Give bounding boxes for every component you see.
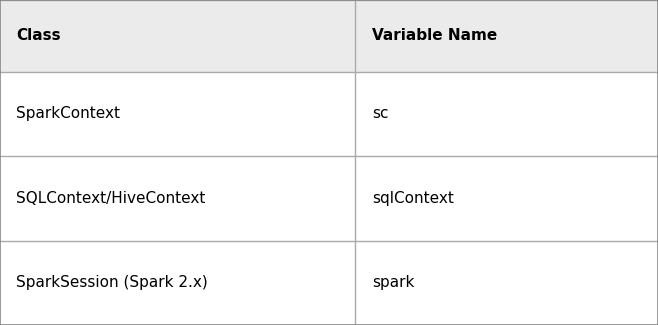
FancyBboxPatch shape [0, 72, 355, 156]
Text: SparkContext: SparkContext [16, 106, 120, 121]
Text: sqlContext: sqlContext [372, 191, 453, 206]
FancyBboxPatch shape [0, 156, 355, 240]
FancyBboxPatch shape [355, 72, 658, 156]
Text: SparkSession (Spark 2.x): SparkSession (Spark 2.x) [16, 275, 208, 290]
FancyBboxPatch shape [0, 0, 355, 72]
Text: sc: sc [372, 106, 388, 121]
FancyBboxPatch shape [355, 0, 658, 72]
Text: spark: spark [372, 275, 414, 290]
FancyBboxPatch shape [355, 240, 658, 325]
FancyBboxPatch shape [0, 240, 355, 325]
Text: Class: Class [16, 28, 61, 43]
FancyBboxPatch shape [355, 156, 658, 240]
Text: Variable Name: Variable Name [372, 28, 497, 43]
Text: SQLContext/HiveContext: SQLContext/HiveContext [16, 191, 206, 206]
